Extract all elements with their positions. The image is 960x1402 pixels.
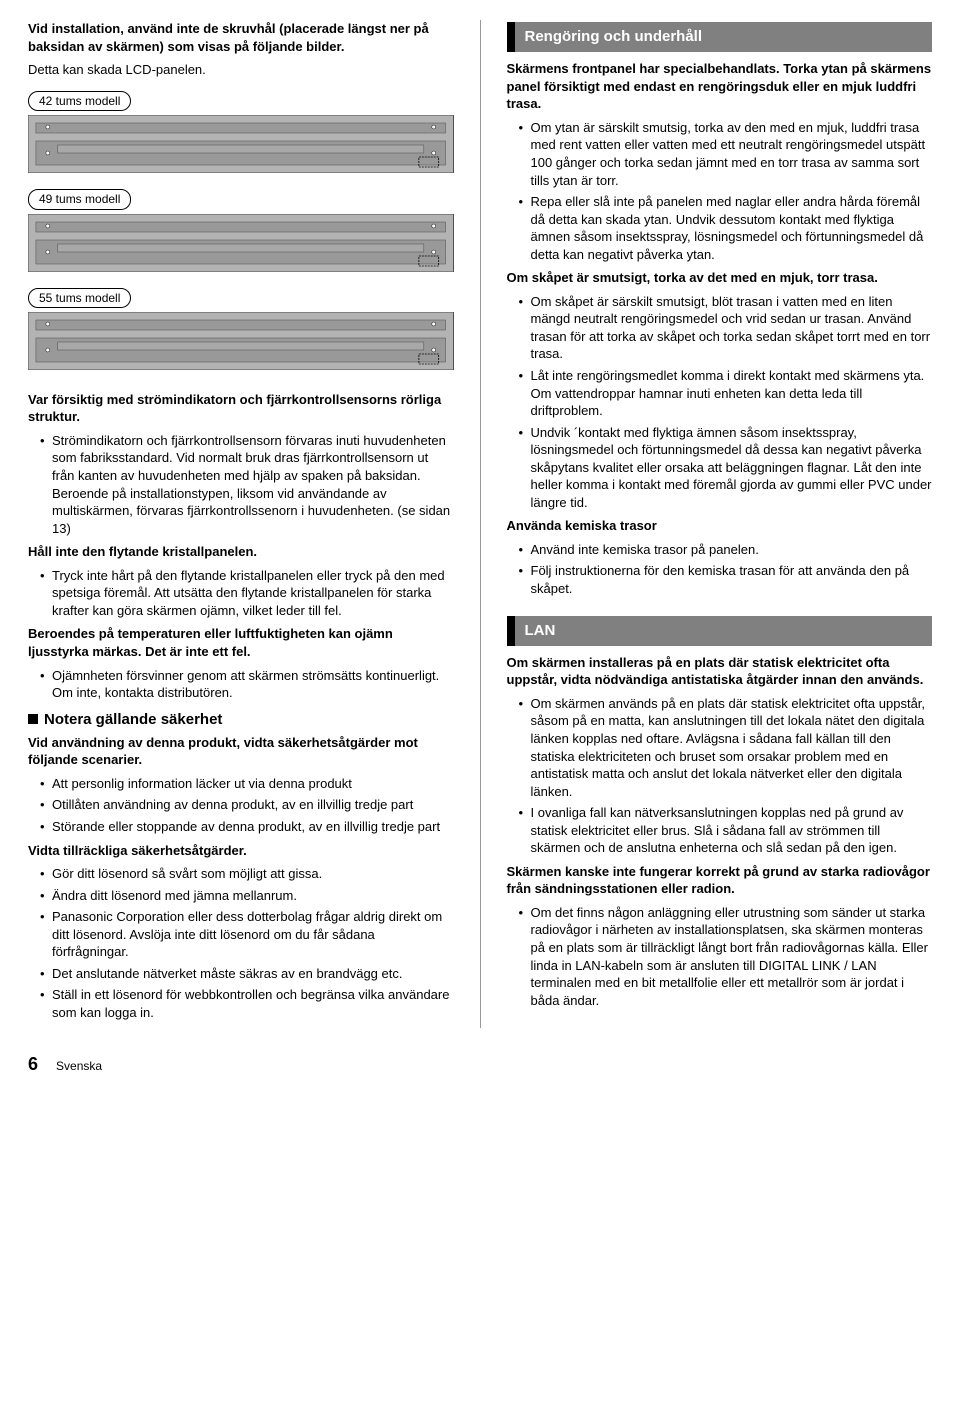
intro-paragraph-1: Vid installation, använd inte de skruvhå…: [28, 20, 454, 55]
square-bullet-icon: [28, 714, 38, 724]
safety-scenarios-heading: Vid användning av denna produkt, vidta s…: [28, 734, 454, 769]
radio-waves-heading: Skärmen kanske inte fungerar korrekt på …: [507, 863, 933, 898]
lan-section-header: LAN: [507, 616, 933, 646]
model-label-42: 42 tums modell: [28, 91, 131, 111]
bullet-list-safety-1: Att personlig information läcker ut via …: [28, 775, 454, 836]
caution-indicator-heading: Var försiktig med strömindikatorn och fj…: [28, 391, 454, 426]
list-item: Undvik ´kontakt med flyktiga ämnen såsom…: [519, 424, 933, 512]
model-label-55: 55 tums modell: [28, 288, 131, 308]
chemical-cloth-heading: Använda kemiska trasor: [507, 517, 933, 535]
lan-intro-bold: Om skärmen installeras på en plats där s…: [507, 654, 933, 689]
safety-subheading-text: Notera gällande säkerhet: [44, 711, 222, 728]
model-label-49: 49 tums modell: [28, 189, 131, 209]
tv-diagram-49: [28, 214, 454, 272]
list-item: I ovanliga fall kan nätverksanslutningen…: [519, 804, 933, 857]
tv-diagram-55: [28, 312, 454, 370]
safety-measures-heading: Vidta tillräckliga säkerhetsåtgärder.: [28, 842, 454, 860]
cleaning-bullets-2: Om skåpet är särskilt smutsigt, blöt tra…: [507, 293, 933, 512]
two-column-layout: Vid installation, använd inte de skruvhå…: [28, 20, 932, 1028]
list-item: Tryck inte hårt på den flytande kristall…: [40, 567, 454, 620]
list-item: Ställ in ett lösenord för webbkontrollen…: [40, 986, 454, 1021]
list-item: Om det finns någon anläggning eller utru…: [519, 904, 933, 1009]
list-item: Panasonic Corporation eller dess dotterb…: [40, 908, 454, 961]
bullet-list-1: Strömindikatorn och fjärrkontrollsensorn…: [28, 432, 454, 537]
crystal-panel-heading: Håll inte den flytande kristallpanelen.: [28, 543, 454, 561]
list-item: Ojämnheten försvinner genom att skärmen …: [40, 667, 454, 702]
list-item: Repa eller slå inte på panelen med nagla…: [519, 193, 933, 263]
column-divider: [480, 20, 481, 1028]
left-column: Vid installation, använd inte de skruvhå…: [28, 20, 454, 1028]
list-item: Att personlig information läcker ut via …: [40, 775, 454, 793]
language-label: Svenska: [56, 1058, 102, 1074]
list-item: Störande eller stoppande av denna produk…: [40, 818, 454, 836]
intro-paragraph-2: Detta kan skada LCD-panelen.: [28, 61, 454, 79]
cleaning-section-header: Rengöring och underhåll: [507, 22, 933, 52]
right-column: Rengöring och underhåll Skärmens frontpa…: [507, 20, 933, 1028]
bullet-list-safety-2: Gör ditt lösenord så svårt som möjligt a…: [28, 865, 454, 1021]
temperature-heading: Beroendes på temperaturen eller luftfukt…: [28, 625, 454, 660]
list-item: Gör ditt lösenord så svårt som möjligt a…: [40, 865, 454, 883]
list-item: Otillåten användning av denna produkt, a…: [40, 796, 454, 814]
list-item: Om skärmen används på en plats där stati…: [519, 695, 933, 800]
cleaning-intro-bold: Skärmens frontpanel har specialbehandlat…: [507, 60, 933, 113]
bullet-list-2: Tryck inte hårt på den flytande kristall…: [28, 567, 454, 620]
list-item: Följ instruktionerna för den kemiska tra…: [519, 562, 933, 597]
lan-bullets-1: Om skärmen används på en plats där stati…: [507, 695, 933, 857]
list-item: Det anslutande nätverket måste säkras av…: [40, 965, 454, 983]
cabinet-cleaning-heading: Om skåpet är smutsigt, torka av det med …: [507, 269, 933, 287]
list-item: Ändra ditt lösenord med jämna mellanrum.: [40, 887, 454, 905]
safety-subheading: Notera gällande säkerhet: [28, 710, 454, 730]
cleaning-bullets-1: Om ytan är särskilt smutsig, torka av de…: [507, 119, 933, 263]
list-item: Om skåpet är särskilt smutsigt, blöt tra…: [519, 293, 933, 363]
page-number: 6: [28, 1052, 38, 1076]
bullet-list-3: Ojämnheten försvinner genom att skärmen …: [28, 667, 454, 702]
tv-diagram-42: [28, 115, 454, 173]
list-item: Använd inte kemiska trasor på panelen.: [519, 541, 933, 559]
page-footer: 6 Svenska: [28, 1052, 932, 1076]
list-item: Om ytan är särskilt smutsig, torka av de…: [519, 119, 933, 189]
cleaning-bullets-3: Använd inte kemiska trasor på panelen. F…: [507, 541, 933, 598]
list-item: Låt inte rengöringsmedlet komma i direkt…: [519, 367, 933, 420]
list-item: Strömindikatorn och fjärrkontrollsensorn…: [40, 432, 454, 537]
lan-bullets-2: Om det finns någon anläggning eller utru…: [507, 904, 933, 1009]
